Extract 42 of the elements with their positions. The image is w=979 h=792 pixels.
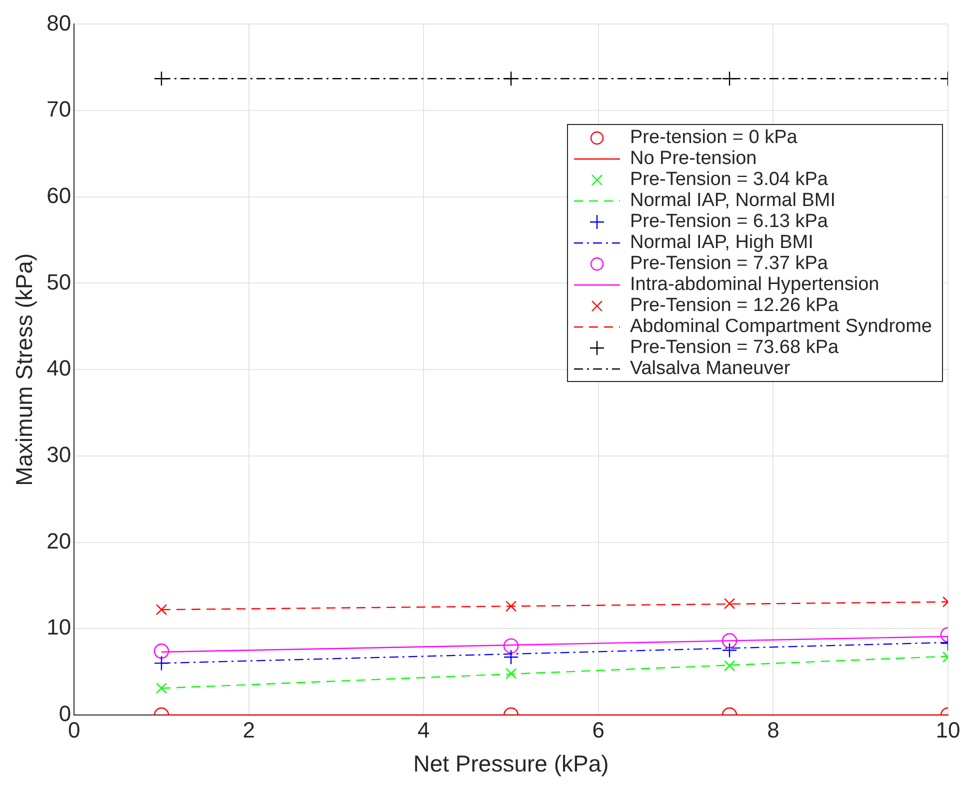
point bbox=[505, 600, 517, 612]
x-tick-label: 6 bbox=[592, 717, 605, 742]
x-tick-label: 8 bbox=[767, 717, 780, 742]
y-tick-label: 50 bbox=[46, 269, 72, 294]
point bbox=[722, 71, 738, 86]
legend-label: Normal IAP, Normal BMI bbox=[630, 190, 836, 212]
legend-label: Pre-Tension = 12.26 kPa bbox=[630, 295, 839, 316]
x-axis-title: Net Pressure (kPa) bbox=[413, 750, 609, 777]
legend-label: Pre-Tension = 6.13 kPa bbox=[630, 211, 828, 232]
legend-label: Normal IAP, High BMI bbox=[630, 232, 814, 254]
legend-label: No Pre-tension bbox=[630, 148, 757, 170]
legend-label: Pre-Tension = 73.68 kPa bbox=[630, 337, 839, 358]
legend-label: Intra-abdominal Hypertension bbox=[630, 274, 880, 296]
point bbox=[724, 660, 736, 672]
point bbox=[154, 656, 170, 671]
y-tick-label: 40 bbox=[46, 356, 72, 381]
point bbox=[154, 644, 170, 659]
legend-label: Pre-tension = 0 kPa bbox=[630, 127, 798, 148]
x-tick-label: 4 bbox=[418, 717, 430, 742]
point bbox=[722, 633, 738, 648]
x-tick-label: 2 bbox=[242, 717, 255, 742]
point bbox=[505, 668, 517, 680]
x-tick-label: 10 bbox=[936, 717, 960, 742]
y-tick-label: 60 bbox=[46, 182, 72, 208]
legend-label: Abdominal Compartment Syndrome bbox=[630, 316, 932, 338]
point bbox=[503, 638, 519, 654]
y-tick-label: 30 bbox=[46, 442, 72, 468]
y-tick-label: 20 bbox=[46, 528, 72, 554]
point bbox=[156, 682, 168, 694]
y-tick-label: 70 bbox=[46, 96, 72, 122]
y-tick-label: 80 bbox=[46, 10, 72, 36]
point bbox=[154, 71, 170, 86]
point bbox=[722, 642, 738, 658]
y-tick-label: 10 bbox=[46, 614, 72, 640]
y-axis-title: Maximum Stress (kPa) bbox=[11, 253, 38, 486]
point bbox=[724, 598, 736, 610]
legend-label: Valsalva Maneuver bbox=[630, 358, 790, 380]
point bbox=[156, 604, 168, 616]
point bbox=[503, 71, 519, 86]
legend-label: Pre-Tension = 3.04 kPa bbox=[630, 169, 828, 190]
legend-label: Pre-Tension = 7.37 kPa bbox=[630, 253, 828, 274]
point bbox=[503, 650, 519, 665]
